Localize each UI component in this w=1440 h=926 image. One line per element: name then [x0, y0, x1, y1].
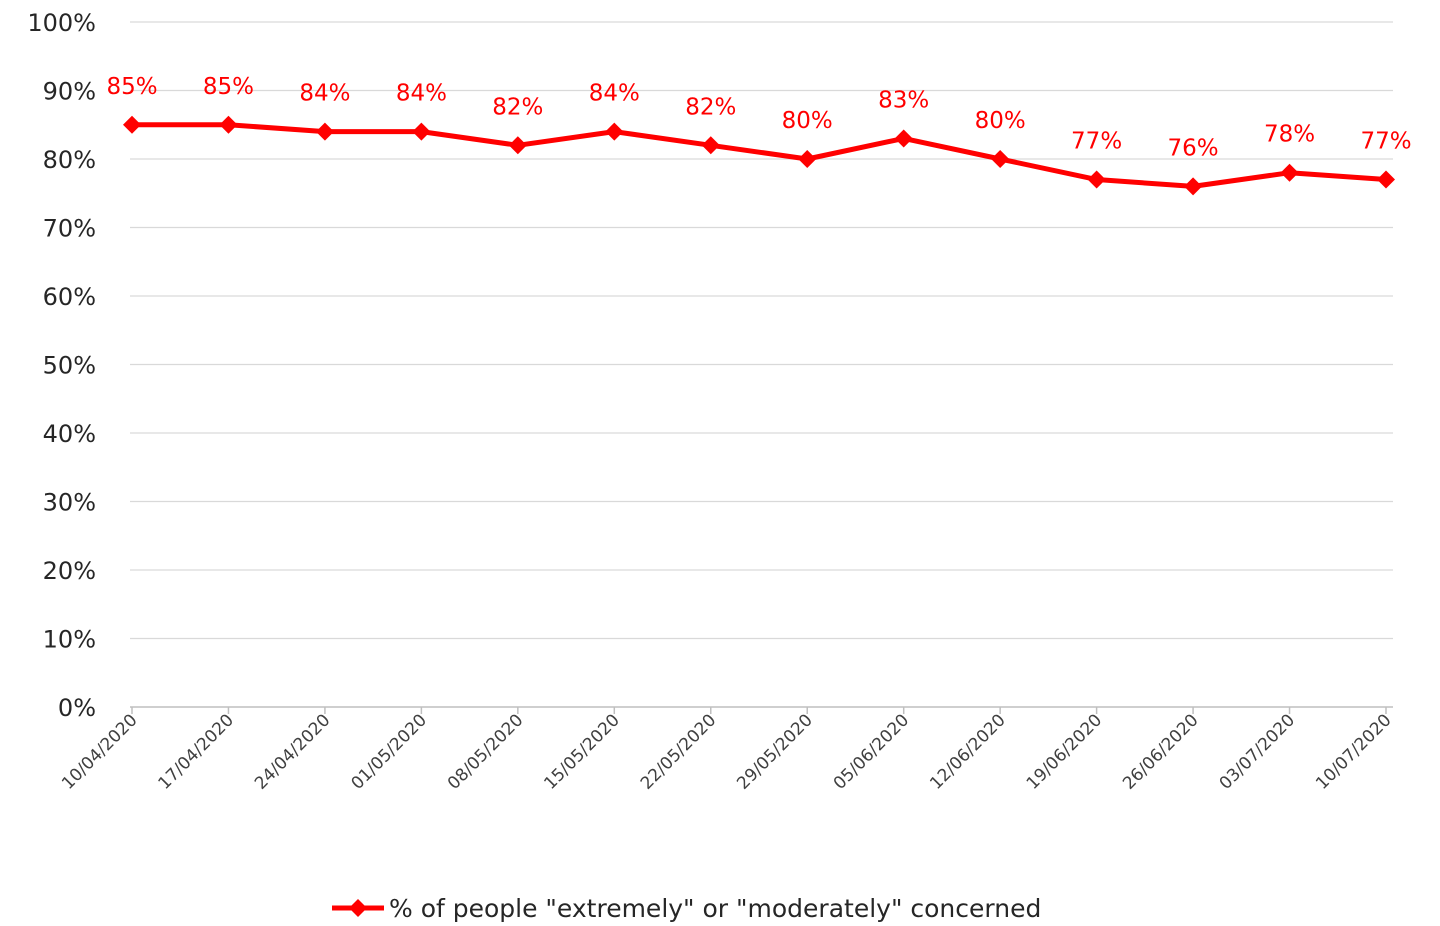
data-point-marker: [508, 136, 527, 155]
data-point-marker: [701, 136, 720, 155]
x-tick-label: 03/07/2020: [1216, 710, 1299, 793]
y-tick-label: 70%: [43, 215, 96, 243]
x-tick-label: 05/06/2020: [830, 710, 913, 793]
x-tick-label: 01/05/2020: [347, 710, 430, 793]
x-tick-label: 22/05/2020: [637, 710, 720, 793]
legend-label: % of people "extremely" or "moderately" …: [389, 894, 1041, 923]
data-labels: 85% 85% 84% 84% 82% 84% 82% 80% 83% 80% 77% 76% 78% 7…: [106, 74, 1411, 162]
data-label: 85%: [106, 74, 157, 100]
y-axis-ticks: 0% 10% 20% 30% 40% 50% 60% 70% 80% 90% 100%: [27, 9, 96, 722]
data-label: 80%: [782, 108, 833, 134]
y-tick-label: 100%: [27, 9, 96, 37]
x-axis-ticks: 10/04/2020 17/04/2020 24/04/2020 01/05/2020…: [58, 707, 1396, 794]
x-tick-label: 26/06/2020: [1119, 710, 1202, 793]
series-line: [132, 122, 1387, 189]
data-label: 80%: [975, 108, 1026, 134]
legend-diamond-marker: [349, 899, 367, 917]
data-label: 82%: [492, 94, 543, 120]
y-tick-label: 90%: [43, 78, 96, 106]
data-label: 83%: [878, 87, 929, 113]
y-tick-label: 80%: [43, 146, 96, 174]
legend: % of people "extremely" or "moderately" …: [332, 894, 1041, 923]
data-point-marker: [605, 122, 624, 141]
data-point-marker: [1377, 170, 1395, 189]
x-tick-label: 08/05/2020: [444, 710, 527, 793]
data-point-marker: [1184, 177, 1203, 196]
data-label: 84%: [396, 81, 447, 107]
x-tick-label: 17/04/2020: [155, 710, 238, 793]
data-point-marker: [412, 122, 431, 141]
data-label: 85%: [203, 74, 254, 100]
y-tick-label: 60%: [43, 283, 96, 311]
data-point-marker: [1087, 170, 1106, 189]
data-label: 77%: [1360, 129, 1411, 155]
x-tick-label: 10/07/2020: [1312, 710, 1395, 793]
data-point-marker: [894, 129, 913, 148]
data-label: 78%: [1264, 122, 1315, 148]
y-tick-label: 30%: [43, 489, 96, 517]
data-point-marker: [1280, 163, 1299, 182]
data-label: 84%: [299, 81, 350, 107]
data-label: 84%: [589, 81, 640, 107]
x-tick-label: 24/04/2020: [251, 710, 334, 793]
y-tick-label: 50%: [43, 352, 96, 380]
y-tick-label: 40%: [43, 420, 96, 448]
y-tick-label: 10%: [43, 626, 96, 654]
data-point-marker: [219, 115, 238, 134]
data-point-marker: [123, 115, 141, 134]
x-tick-label: 15/05/2020: [540, 710, 623, 793]
data-label: 82%: [685, 94, 736, 120]
y-tick-label: 0%: [58, 694, 96, 722]
y-tick-label: 20%: [43, 557, 96, 585]
data-point-marker: [315, 122, 334, 141]
x-tick-label: 12/06/2020: [926, 710, 1009, 793]
x-tick-label: 19/06/2020: [1023, 710, 1106, 793]
data-label: 76%: [1168, 135, 1219, 161]
data-point-marker: [991, 150, 1010, 168]
data-point-marker: [798, 150, 817, 168]
data-label: 77%: [1071, 129, 1122, 155]
x-tick-label: 10/04/2020: [58, 710, 141, 793]
gridlines: [130, 21, 1393, 640]
series-group: [123, 115, 1395, 196]
x-tick-label: 29/05/2020: [733, 710, 816, 793]
